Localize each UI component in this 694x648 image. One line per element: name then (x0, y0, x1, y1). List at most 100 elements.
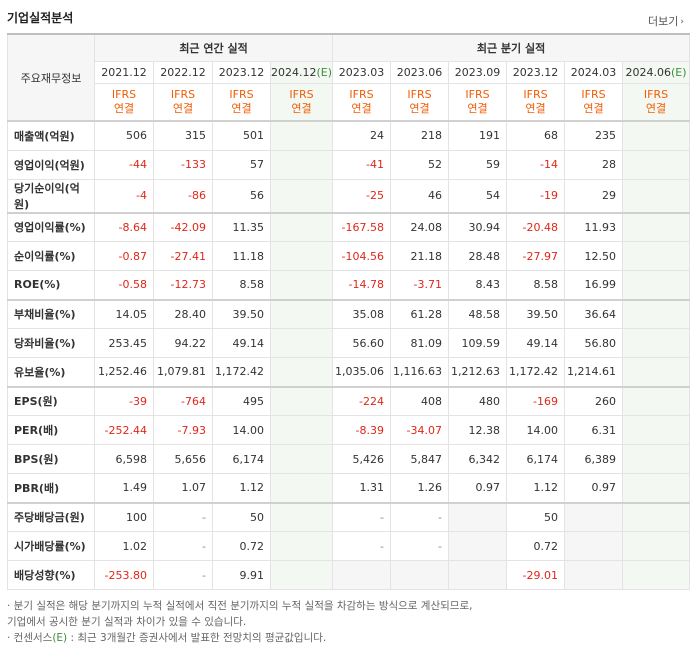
ifrs-basis: IFRS 연결 (94, 82, 154, 122)
row-header-title: 주요재무정보 (7, 33, 95, 122)
value-cell: 495 (212, 385, 271, 416)
value-cell: -12.73 (153, 270, 213, 300)
period-header: 2024.06(E) (622, 60, 691, 84)
row-label: PBR(배) (7, 473, 95, 503)
value-cell: 29 (564, 178, 624, 213)
value-cell (269, 211, 334, 242)
row-label: 매출액(억원) (7, 120, 95, 151)
value-cell: - (153, 501, 213, 532)
value-cell (269, 531, 334, 561)
value-cell: 6,342 (448, 444, 508, 474)
value-cell (622, 444, 691, 474)
value-cell: 1.12 (506, 473, 566, 503)
table-row: 순이익률(%) -0.87 -27.41 11.18 -104.56 21.18 28.48… (7, 241, 691, 271)
period-label: 2023.12 (512, 65, 559, 79)
ifrs-label: IFRS (523, 87, 548, 101)
value-cell: 235 (564, 120, 624, 151)
value-cell: 8.43 (448, 270, 508, 300)
note-estimate-mark: (E) (52, 632, 68, 644)
more-link[interactable]: 더보기 › (648, 13, 684, 29)
ifrs-basis: IFRS 연결 (506, 82, 566, 122)
value-cell: 1,079.81 (153, 357, 213, 387)
value-cell (564, 501, 624, 532)
row-label: 시가배당률(%) (7, 531, 95, 561)
value-cell: 24.08 (390, 211, 450, 242)
value-cell: 56.60 (332, 328, 392, 358)
value-cell: 1.49 (94, 473, 154, 503)
value-cell: 480 (448, 385, 508, 416)
period-label: 2024.06 (625, 65, 672, 79)
value-cell: 50 (212, 501, 271, 532)
ifrs-label: IFRS (407, 87, 432, 101)
value-cell: 1,172.42 (212, 357, 271, 387)
value-cell (622, 501, 691, 532)
row-label: 유보율(%) (7, 357, 95, 387)
value-cell: -169 (506, 385, 566, 416)
period-label: 2023.06 (396, 65, 443, 79)
value-cell: - (153, 531, 213, 561)
value-cell: 14.05 (94, 298, 154, 329)
value-cell: 35.08 (332, 298, 392, 329)
value-cell (390, 560, 450, 590)
value-cell: - (390, 501, 450, 532)
value-cell (269, 178, 334, 213)
value-cell: 1,214.61 (564, 357, 624, 387)
ifrs-basis: IFRS 연결 (564, 82, 624, 122)
value-cell: -4 (94, 178, 154, 213)
value-cell (269, 120, 334, 151)
ifrs-basis: IFRS 연결 (448, 82, 508, 122)
consolidated-label: 연결 (113, 101, 135, 115)
value-cell: 5,656 (153, 444, 213, 474)
consolidated-label: 연결 (525, 101, 546, 115)
table-row: PBR(배) 1.49 1.07 1.12 1.31 1.26 0.97 1.12 0.97 (7, 473, 691, 503)
note-line-2: 기업에서 공시한 분기 실적과 차이가 있을 수 있습니다. (7, 616, 247, 628)
value-cell: 0.72 (506, 531, 566, 561)
chevron-right-icon: › (680, 17, 684, 27)
table-row: BPS(원) 6,598 5,656 6,174 5,426 5,847 6,342 6,17… (7, 444, 691, 474)
table-row: 영업이익률(%) -8.64 -42.09 11.35 -167.58 24.08 30.9… (7, 211, 691, 242)
table-row: 당좌비율(%) 253.45 94.22 49.14 56.60 81.09 109.59 4… (7, 328, 691, 358)
value-cell (269, 270, 334, 300)
value-cell: 49.14 (212, 328, 271, 358)
value-cell: - (332, 531, 392, 561)
value-cell: 8.58 (212, 270, 271, 300)
value-cell: 1.26 (390, 473, 450, 503)
value-cell: -8.64 (94, 211, 154, 242)
row-label: ROE(%) (7, 270, 95, 300)
consolidated-label: 연결 (172, 101, 194, 115)
period-label: 2023.09 (454, 65, 501, 79)
value-cell (622, 473, 691, 503)
period-header: 2023.12 (506, 60, 566, 84)
value-cell: 12.38 (448, 415, 508, 445)
value-cell: -42.09 (153, 211, 213, 242)
value-cell: 9.91 (212, 560, 271, 590)
value-cell: 1,252.46 (94, 357, 154, 387)
value-cell: 6,389 (564, 444, 624, 474)
value-cell (622, 415, 691, 445)
value-cell (269, 357, 334, 387)
consolidated-label: 연결 (351, 101, 372, 115)
table-row: 배당성향(%) -253.80-9.91 -29.01 (7, 560, 691, 590)
row-label: 순이익률(%) (7, 241, 95, 271)
value-cell: 11.35 (212, 211, 271, 242)
value-cell (269, 501, 334, 532)
value-cell: -34.07 (390, 415, 450, 445)
annual-group-header: 최근 연간 실적 (93, 33, 334, 62)
value-cell: 253.45 (94, 328, 154, 358)
table-row: 매출액(억원) 506 315 501 24 218 191 68 235 (7, 120, 691, 151)
note-line-3: · 컨센서스(E) : 최근 3개월간 증권사에서 발표한 전망치의 평균값입니… (7, 630, 472, 646)
value-cell: 0.97 (448, 473, 508, 503)
ifrs-label: IFRS (465, 87, 490, 101)
value-cell: 1,116.63 (390, 357, 450, 387)
value-cell: 56.80 (564, 328, 624, 358)
value-cell: 315 (153, 120, 213, 151)
value-cell: 46 (390, 178, 450, 213)
value-cell: 24 (332, 120, 392, 151)
value-cell: 11.93 (564, 211, 624, 242)
value-cell: 506 (94, 120, 154, 151)
value-cell: -27.41 (153, 241, 213, 271)
value-cell: 1.02 (94, 531, 154, 561)
value-cell: -86 (153, 178, 213, 213)
value-cell: -8.39 (332, 415, 392, 445)
estimate-mark: (E) (671, 65, 687, 79)
